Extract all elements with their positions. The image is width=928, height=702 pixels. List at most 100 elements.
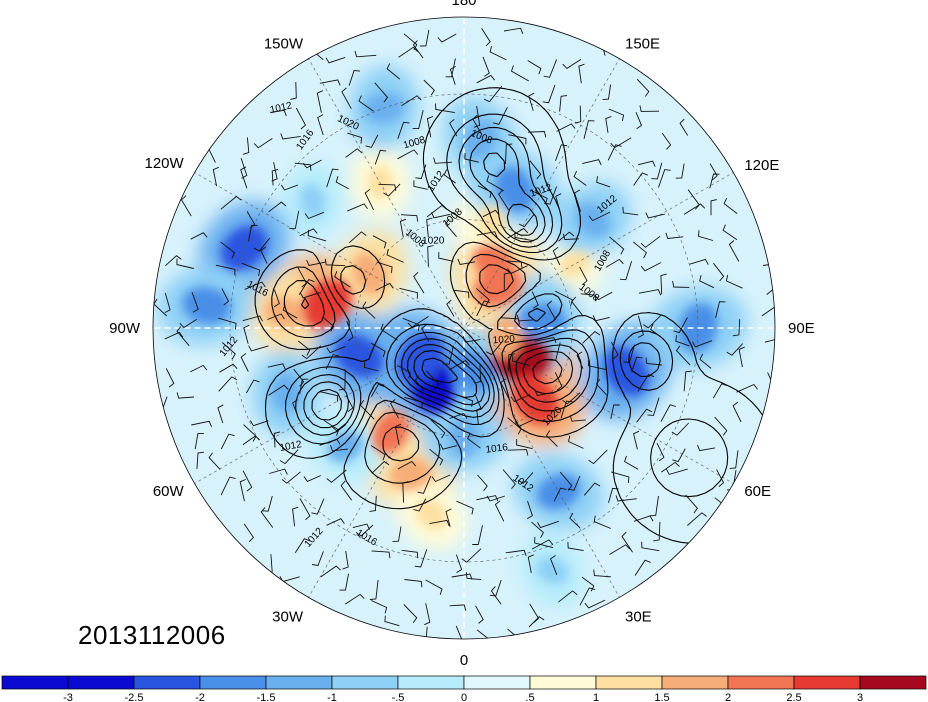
wind-barb: [583, 482, 601, 496]
wind-barb: [430, 419, 446, 439]
wind-barb: [637, 374, 655, 392]
wind-barb: [683, 203, 706, 215]
wind-barb: [339, 573, 349, 591]
wind-barb: [306, 259, 327, 267]
wind-barb: [449, 118, 458, 137]
wind-barb: [402, 317, 420, 331]
wind-barb: [220, 241, 236, 259]
wind-barb: [650, 323, 665, 340]
wind-barb: [445, 508, 452, 527]
wind-barb: [414, 375, 425, 392]
wind-barb: [242, 435, 261, 446]
wind-barb: [474, 365, 482, 384]
wind-barb: [638, 289, 662, 296]
wind-barb: [412, 110, 424, 130]
wind-barb: [301, 345, 322, 360]
wind-barb: [715, 301, 726, 319]
wind-barb: [474, 394, 482, 412]
wind-barb: [179, 319, 197, 329]
pressure-contour: [295, 126, 661, 436]
wind-barb: [176, 392, 195, 399]
wind-barb: [671, 422, 690, 436]
anomaly-core: [299, 184, 326, 218]
wind-barb: [268, 384, 289, 396]
wind-barb: [660, 273, 667, 295]
wind-barb: [645, 212, 665, 219]
wind-barb: [325, 56, 346, 64]
wind-barb: [517, 472, 534, 484]
longitude-label-60w: 60W: [153, 483, 185, 500]
wind-barb: [534, 336, 557, 344]
wind-barb: [482, 56, 490, 77]
wind-barb: [221, 288, 229, 306]
colorbar-tick-label: 1.5: [654, 692, 669, 702]
wind-barb: [505, 549, 527, 557]
wind-barb: [371, 550, 391, 559]
colorbar-tick-label: 2: [725, 692, 731, 702]
wind-barb: [476, 629, 492, 639]
wind-barb: [712, 383, 728, 399]
wind-barb: [241, 262, 261, 277]
longitude-label-60e: 60E: [744, 483, 771, 500]
wind-barb: [449, 412, 468, 419]
wind-barb: [370, 445, 386, 461]
pressure-contour: [532, 359, 563, 385]
wind-barb: [303, 475, 321, 482]
anomaly-core: [327, 431, 364, 463]
wind-barb: [298, 340, 311, 356]
wind-barb: [403, 33, 418, 51]
wind-barb: [347, 203, 368, 212]
wind-barb: [289, 210, 300, 229]
anomaly-core: [263, 296, 305, 328]
wind-barb: [279, 449, 299, 465]
colorbar-box: [133, 675, 201, 690]
wind-barb: [268, 201, 287, 213]
wind-barb: [248, 224, 258, 242]
colorbar-tick-label: -3: [63, 692, 73, 702]
anomaly-core: [182, 286, 232, 325]
wind-barb: [528, 616, 545, 628]
sea-level-pressure-contours: [254, 87, 775, 544]
wind-barb: [376, 261, 393, 273]
wind-barb: [672, 281, 690, 288]
wind-barb: [507, 449, 529, 456]
anomaly-core: [535, 557, 569, 585]
wind-barb: [725, 274, 743, 289]
wind-barb: [594, 291, 613, 301]
wind-barb: [610, 341, 619, 360]
contour-label: 1012: [279, 439, 303, 454]
wind-barb: [371, 600, 388, 614]
wind-barb: [545, 430, 558, 447]
wind-barb: [576, 351, 584, 369]
wind-barb: [716, 469, 725, 487]
wind-barb: [697, 444, 715, 452]
wind-barb: [633, 430, 640, 450]
wind-barb: [494, 500, 505, 522]
wind-barb: [639, 105, 660, 112]
wind-barb: [415, 164, 427, 179]
wind-barb: [553, 487, 567, 502]
wind-barb: [462, 336, 481, 343]
wind-barb: [271, 168, 279, 186]
wind-barb: [581, 576, 595, 592]
colorbar-box: [793, 675, 861, 690]
wind-barb: [476, 407, 483, 425]
wind-barb: [320, 565, 341, 578]
wind-barb: [559, 471, 573, 491]
wind-barb: [338, 369, 346, 391]
wind-barb: [344, 593, 365, 605]
wind-barb: [660, 404, 677, 422]
wind-barb: [190, 364, 208, 373]
wind-barb: [534, 389, 554, 397]
wind-barb: [475, 605, 484, 624]
wind-barb: [390, 399, 399, 419]
colorbar-tick-label: .5: [525, 692, 534, 702]
wind-barb: [689, 258, 709, 265]
wind-barb: [401, 549, 419, 559]
anomaly-core: [372, 411, 409, 455]
wind-barb: [723, 198, 738, 214]
wind-barb: [429, 448, 444, 466]
wind-barb: [574, 105, 582, 124]
wind-barb: [764, 336, 775, 344]
